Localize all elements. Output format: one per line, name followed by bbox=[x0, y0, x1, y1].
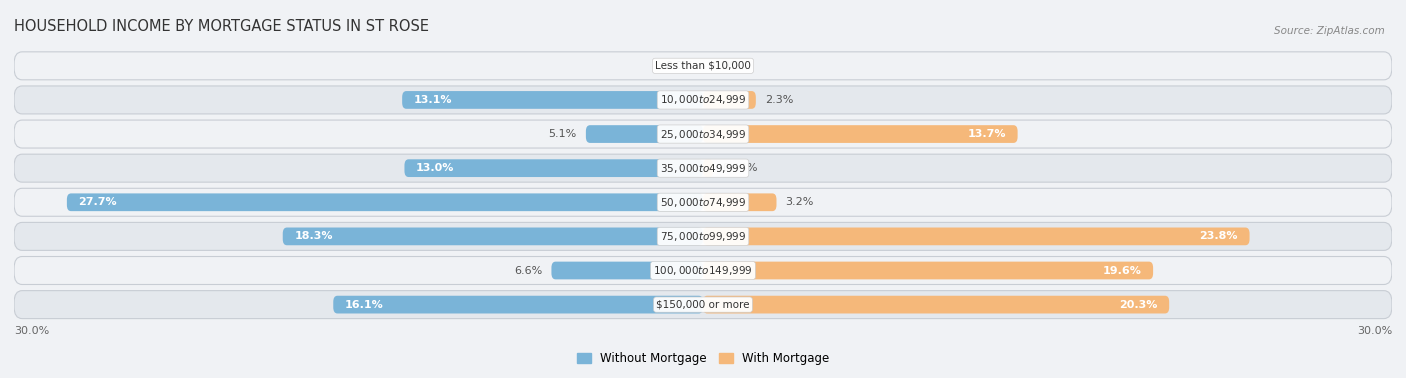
FancyBboxPatch shape bbox=[703, 262, 1153, 279]
Text: $25,000 to $34,999: $25,000 to $34,999 bbox=[659, 127, 747, 141]
Text: $100,000 to $149,999: $100,000 to $149,999 bbox=[654, 264, 752, 277]
Text: $35,000 to $49,999: $35,000 to $49,999 bbox=[659, 162, 747, 175]
FancyBboxPatch shape bbox=[14, 222, 1392, 250]
Text: Less than $10,000: Less than $10,000 bbox=[655, 61, 751, 71]
Text: 0.0%: 0.0% bbox=[665, 61, 693, 71]
Text: 13.0%: 13.0% bbox=[416, 163, 454, 173]
Text: 20.3%: 20.3% bbox=[1119, 300, 1157, 310]
Text: Source: ZipAtlas.com: Source: ZipAtlas.com bbox=[1274, 26, 1385, 36]
FancyBboxPatch shape bbox=[67, 194, 703, 211]
Text: 13.7%: 13.7% bbox=[967, 129, 1007, 139]
Text: 2.3%: 2.3% bbox=[765, 95, 793, 105]
FancyBboxPatch shape bbox=[14, 154, 1392, 182]
FancyBboxPatch shape bbox=[14, 257, 1392, 285]
Text: 6.6%: 6.6% bbox=[515, 265, 543, 276]
Text: 30.0%: 30.0% bbox=[1357, 326, 1392, 336]
Text: 0.0%: 0.0% bbox=[713, 61, 741, 71]
Text: 18.3%: 18.3% bbox=[294, 231, 333, 242]
Text: 5.1%: 5.1% bbox=[548, 129, 576, 139]
Text: 27.7%: 27.7% bbox=[79, 197, 117, 207]
Text: 30.0%: 30.0% bbox=[14, 326, 49, 336]
Text: $10,000 to $24,999: $10,000 to $24,999 bbox=[659, 93, 747, 107]
Text: 13.1%: 13.1% bbox=[413, 95, 453, 105]
FancyBboxPatch shape bbox=[703, 296, 1170, 313]
Legend: Without Mortgage, With Mortgage: Without Mortgage, With Mortgage bbox=[572, 347, 834, 370]
Text: 16.1%: 16.1% bbox=[344, 300, 384, 310]
FancyBboxPatch shape bbox=[14, 52, 1392, 80]
Text: 3.2%: 3.2% bbox=[786, 197, 814, 207]
FancyBboxPatch shape bbox=[333, 296, 703, 313]
FancyBboxPatch shape bbox=[14, 120, 1392, 148]
FancyBboxPatch shape bbox=[551, 262, 703, 279]
FancyBboxPatch shape bbox=[405, 159, 703, 177]
Text: 23.8%: 23.8% bbox=[1199, 231, 1239, 242]
FancyBboxPatch shape bbox=[703, 159, 713, 177]
FancyBboxPatch shape bbox=[703, 91, 756, 109]
FancyBboxPatch shape bbox=[586, 125, 703, 143]
Text: HOUSEHOLD INCOME BY MORTGAGE STATUS IN ST ROSE: HOUSEHOLD INCOME BY MORTGAGE STATUS IN S… bbox=[14, 20, 429, 34]
FancyBboxPatch shape bbox=[703, 194, 776, 211]
FancyBboxPatch shape bbox=[14, 188, 1392, 216]
FancyBboxPatch shape bbox=[283, 228, 703, 245]
FancyBboxPatch shape bbox=[14, 291, 1392, 319]
FancyBboxPatch shape bbox=[703, 228, 1250, 245]
FancyBboxPatch shape bbox=[14, 86, 1392, 114]
Text: $75,000 to $99,999: $75,000 to $99,999 bbox=[659, 230, 747, 243]
Text: 19.6%: 19.6% bbox=[1102, 265, 1142, 276]
FancyBboxPatch shape bbox=[703, 125, 1018, 143]
Text: $150,000 or more: $150,000 or more bbox=[657, 300, 749, 310]
Text: 0.44%: 0.44% bbox=[723, 163, 758, 173]
FancyBboxPatch shape bbox=[402, 91, 703, 109]
Text: $50,000 to $74,999: $50,000 to $74,999 bbox=[659, 196, 747, 209]
